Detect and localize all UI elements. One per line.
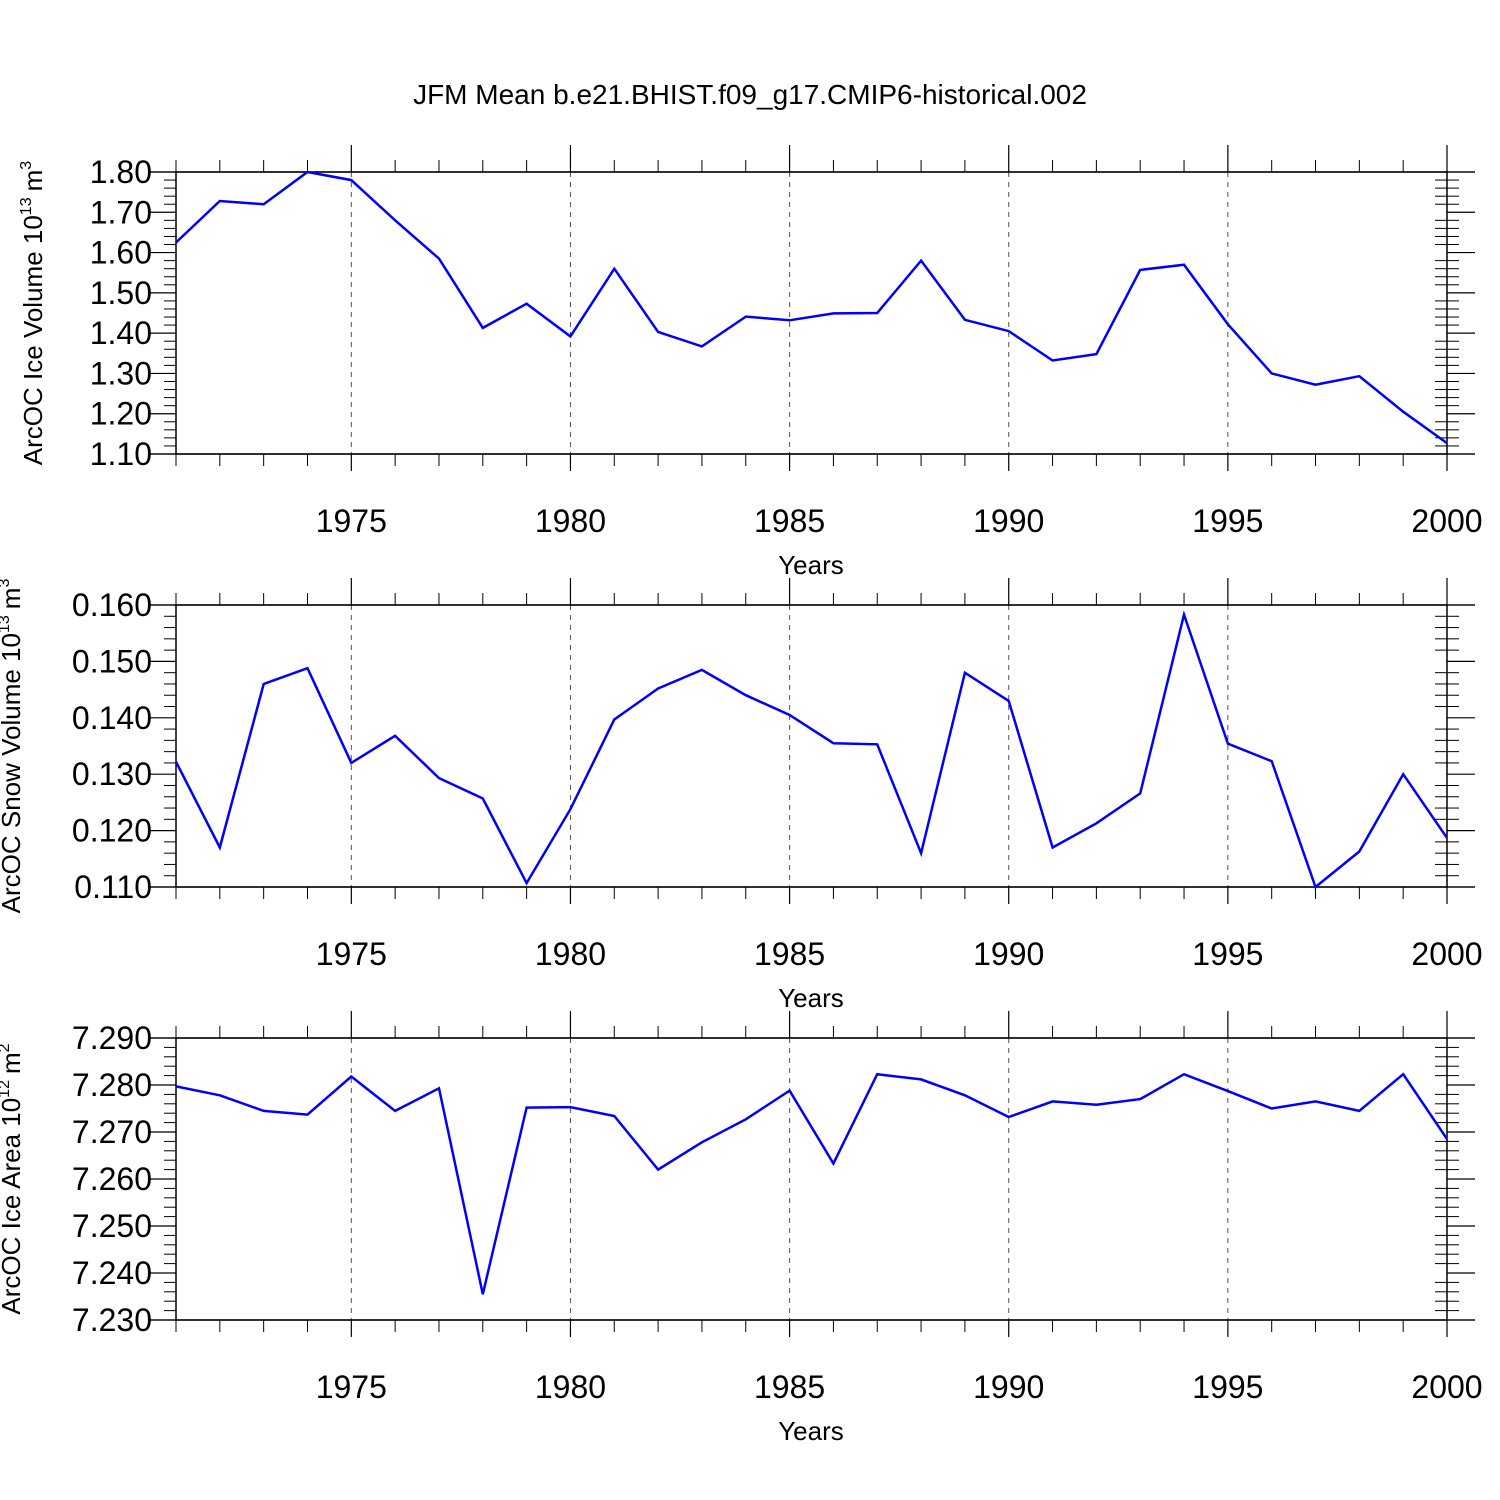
- x-tick-label-2000: 2000: [1411, 503, 1482, 539]
- series-line: [175, 170, 1448, 445]
- panel-snow-volume: ArcOC Snow Volume 1013m3 Years 0.160 0.15…: [0, 578, 1483, 1013]
- x-tick-label-2000: 2000: [1411, 936, 1482, 972]
- xlabel-ice-area: Years: [778, 1416, 844, 1446]
- y-tick-label: 1.40: [90, 315, 152, 351]
- y-tick-label: 7.270: [72, 1114, 152, 1150]
- x-tick-label-1980: 1980: [535, 936, 606, 972]
- y-tick-label: 0.120: [72, 813, 152, 849]
- y-tick-label: 0.160: [72, 587, 152, 623]
- y-tick-label: 0.130: [72, 756, 152, 792]
- x-tick-label-1985: 1985: [754, 503, 825, 539]
- y-tick-label: 1.20: [90, 396, 152, 432]
- ylabel-ice-area: ArcOC Ice Area 1012m2: [0, 1043, 26, 1314]
- y-tick-label: 1.50: [90, 275, 152, 311]
- x-tick-label-1980: 1980: [535, 503, 606, 539]
- x-tick-label-1990: 1990: [973, 503, 1044, 539]
- x-tick-label-1995: 1995: [1192, 1369, 1263, 1405]
- series-line: [174, 610, 1449, 890]
- x-tick-label-1995: 1995: [1192, 936, 1263, 972]
- y-tick-label: 1.70: [90, 194, 152, 230]
- ylabel-snow-volume: ArcOC Snow Volume 1013m3: [0, 579, 26, 914]
- x-tick-label-1975: 1975: [316, 1369, 387, 1405]
- plot-frame: [175, 171, 1448, 455]
- y-tick-label: 7.280: [72, 1067, 152, 1103]
- y-tick-label: 1.80: [90, 154, 152, 190]
- plot-frame: [175, 1037, 1448, 1321]
- y-tick-label: 7.250: [72, 1208, 152, 1244]
- y-tick-label: 7.240: [72, 1255, 152, 1291]
- series-line: [175, 1072, 1449, 1295]
- xlabel-ice-volume: Years: [778, 550, 844, 580]
- x-tick-label-1990: 1990: [973, 936, 1044, 972]
- y-tick-label: 7.290: [72, 1020, 152, 1056]
- x-tick-label-1990: 1990: [973, 1369, 1044, 1405]
- plot-frame: [175, 604, 1448, 888]
- xlabel-snow-volume: Years: [778, 983, 844, 1013]
- x-tick-label-1985: 1985: [754, 936, 825, 972]
- y-tick-label: 7.260: [72, 1161, 152, 1197]
- x-tick-label-1975: 1975: [316, 936, 387, 972]
- y-tick-label: 0.150: [72, 643, 152, 679]
- panel-ice-area: ArcOC Ice Area 1012m2 Years 7.290 7.280 7.…: [0, 1011, 1483, 1446]
- y-tick-label: 7.230: [72, 1302, 152, 1338]
- ylabel-ice-volume: ArcOC Ice Volume 1013m3: [18, 161, 48, 465]
- x-tick-label-1985: 1985: [754, 1369, 825, 1405]
- y-tick-label: 1.60: [90, 235, 152, 271]
- x-tick-label-1980: 1980: [535, 1369, 606, 1405]
- panel-ice-volume: ArcOC Ice Volume 1013m3 Years 1.80 1.70 1.…: [18, 145, 1483, 580]
- figure-title: JFM Mean b.e21.BHIST.f09_g17.CMIP6-histo…: [413, 79, 1087, 110]
- y-tick-label: 1.10: [90, 436, 152, 472]
- y-tick-label: 1.30: [90, 355, 152, 391]
- x-tick-label-2000: 2000: [1411, 1369, 1482, 1405]
- y-tick-label: 0.140: [72, 700, 152, 736]
- x-tick-label-1975: 1975: [316, 503, 387, 539]
- x-tick-label-1995: 1995: [1192, 503, 1263, 539]
- y-tick-label: 0.110: [74, 869, 152, 905]
